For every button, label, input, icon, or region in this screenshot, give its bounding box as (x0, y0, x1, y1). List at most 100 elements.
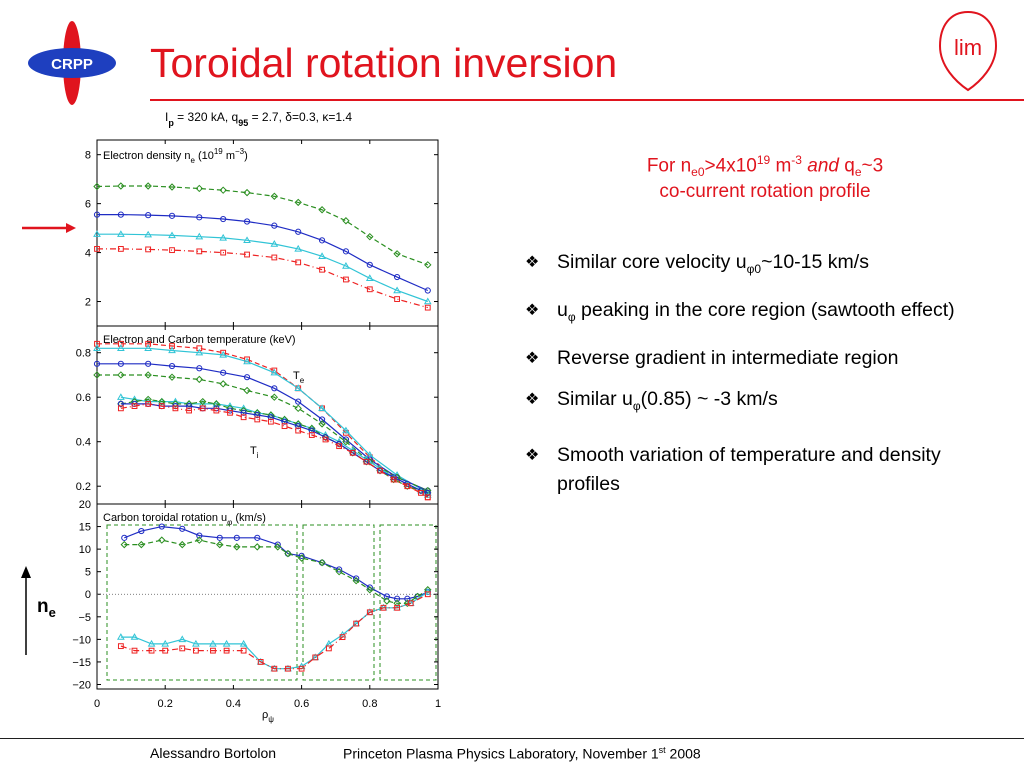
data-point (270, 393, 279, 401)
data-point (366, 586, 374, 594)
data-point (144, 182, 152, 190)
data-point (366, 286, 373, 293)
data-point (318, 237, 326, 244)
figure-header: Ip = 320 kA, q95 = 2.7, δ=0.3, κ=1.4 (165, 110, 352, 128)
data-point (216, 540, 224, 549)
te-label: Te (293, 370, 305, 385)
data-point (295, 427, 302, 434)
series-line (120, 593, 429, 670)
bullet-mark: ❖ (525, 254, 540, 271)
data-point (223, 647, 230, 654)
data-point (394, 604, 400, 611)
data-point (318, 404, 326, 412)
data-point (383, 597, 391, 605)
bullet-item: ❖ Reverse gradient in intermediate region (525, 344, 1005, 373)
data-point (294, 404, 302, 413)
data-point (210, 647, 216, 654)
series-line (97, 347, 429, 494)
data-point (147, 639, 156, 647)
data-point (179, 645, 186, 652)
header-mid1: = 320 kA, q (174, 110, 238, 124)
bullet-mark: ❖ (525, 390, 540, 408)
data-point (219, 233, 228, 241)
data-point (240, 409, 247, 416)
series-line (96, 185, 429, 266)
data-point (131, 647, 138, 654)
data-point (144, 371, 152, 379)
data-point (117, 633, 125, 640)
footer-author: Alessandro Bortolon (150, 745, 277, 761)
data-point (424, 489, 431, 496)
data-point (339, 634, 346, 641)
data-point (404, 595, 411, 602)
data-point (424, 494, 431, 501)
y-tick-label: −10 (72, 634, 91, 646)
data-point (353, 620, 360, 627)
temperature-panel-title: Electron and Carbon temperature (keV) (103, 334, 296, 346)
footer-venue: Princeton Plasma Physics Laboratory, Nov… (343, 745, 701, 762)
x-tick-label: 0.4 (226, 698, 241, 710)
data-point (222, 639, 231, 647)
data-point (233, 543, 241, 551)
bullet-mark: ❖ (525, 446, 540, 464)
data-point (308, 427, 315, 434)
data-point (295, 398, 302, 405)
series-line (97, 363, 429, 492)
y-tick-label: 8 (85, 150, 91, 162)
series-line (120, 398, 428, 494)
data-point (363, 458, 370, 465)
data-point (424, 486, 432, 495)
density-panel-title: Electron density ne (1019 m−3) (103, 147, 248, 165)
data-point (243, 357, 251, 365)
data-point (308, 432, 315, 438)
data-point (254, 411, 261, 419)
data-point (161, 639, 170, 647)
title-rule (150, 99, 1024, 101)
data-point (394, 296, 400, 302)
data-point (93, 211, 101, 218)
data-point (318, 206, 326, 214)
data-point (294, 384, 303, 391)
y-tick-label: 0.6 (76, 392, 91, 404)
header-mid2: = 2.7, δ=0.3, κ=1.4 (248, 110, 352, 124)
data-point (212, 400, 221, 408)
data-point (145, 360, 152, 367)
data-point (179, 525, 186, 532)
data-point (294, 198, 302, 207)
data-point (253, 409, 261, 417)
data-point (295, 228, 302, 235)
y-tick-label: 20 (79, 499, 91, 511)
series-line (124, 525, 429, 600)
data-point (380, 604, 387, 611)
data-point (424, 287, 431, 294)
data-point (285, 665, 291, 672)
data-point (383, 593, 390, 600)
data-point (220, 215, 227, 223)
bullet-item: ❖ uφ peaking in the core region (sawtooth… (525, 296, 1005, 332)
core-region-box (106, 524, 298, 681)
data-point (239, 406, 248, 415)
bullet-list: ❖ Similar core velocity uφ0~10-15 km/s ❖ u… (525, 248, 1005, 511)
data-point (298, 552, 305, 559)
data-point (178, 635, 187, 643)
footer-rule (0, 738, 1024, 739)
data-point (121, 534, 128, 541)
data-point (281, 418, 288, 425)
data-point (349, 449, 356, 456)
data-point (117, 360, 124, 367)
data-point (295, 423, 302, 430)
data-point (424, 304, 431, 311)
data-point (342, 248, 350, 255)
data-point (319, 266, 325, 273)
data-point (185, 400, 193, 408)
data-point (325, 645, 332, 652)
data-point (195, 348, 204, 356)
data-point (267, 411, 275, 419)
data-point (267, 414, 275, 421)
data-point (117, 371, 125, 379)
data-point (254, 416, 261, 423)
data-point (148, 647, 155, 654)
data-point (423, 297, 432, 305)
data-point (137, 540, 146, 549)
edge-region-box (379, 524, 437, 681)
